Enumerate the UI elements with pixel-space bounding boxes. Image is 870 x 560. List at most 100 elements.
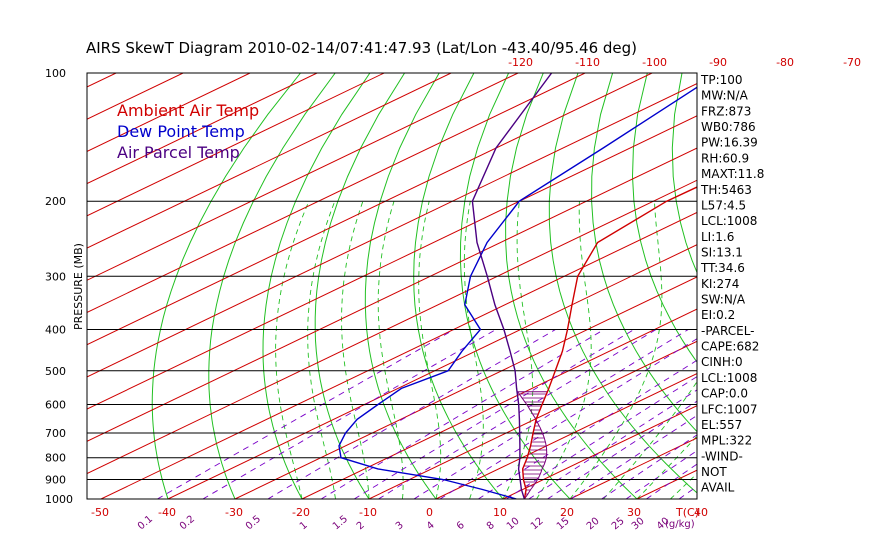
pressure-tick-label: 900 [45, 474, 66, 487]
sounding-index-item: TH:5463 [700, 183, 752, 197]
top-temp-tick-label: -120 [508, 56, 533, 69]
mixing-ratio-line [413, 329, 689, 499]
dry-adiabat [631, 73, 697, 363]
sounding-index-item: FRZ:873 [701, 104, 751, 118]
mixing-ratio-tick-label: 4 [425, 520, 437, 533]
mixing-ratio-tick-label: 0.2 [178, 514, 197, 533]
bottom-temp-tick-label: -40 [158, 506, 176, 519]
mixing-ratio-line [353, 329, 635, 499]
isotherm [435, 372, 697, 499]
dry-adiabat [548, 73, 697, 494]
mixing-ratio-tick-label: 3 [394, 520, 406, 533]
isotherm [368, 340, 697, 499]
pressure-tick-label: 1000 [45, 493, 73, 506]
sounding-index-item: EI:0.2 [701, 308, 735, 322]
sounding-index-item: EL:557 [701, 418, 742, 432]
isotherm [301, 308, 697, 499]
dry-adiabat [505, 73, 638, 499]
sounding-index-item: LCL:1008 [701, 371, 757, 385]
isotherm [838, 73, 870, 499]
dry-adiabat [786, 73, 870, 499]
isotherm [87, 73, 452, 249]
legend: Ambient Air Temp Dew Point Temp Air Parcel… [117, 101, 259, 162]
isotherm [0, 73, 49, 499]
sounding-index-item: -PARCEL- [701, 324, 755, 338]
bottom-temp-tick-label: -30 [225, 506, 243, 519]
sounding-index-item: L57:4.5 [701, 198, 746, 212]
cape-region [516, 391, 549, 499]
mixing-ratio-tick-label: 0.1 [136, 514, 155, 533]
mixing-ratio-line [547, 400, 697, 499]
sounding-index-item: CINH:0 [701, 355, 743, 369]
top-temp-tick-label: -80 [776, 56, 794, 69]
mixing-ratio-tick-label: 1 [298, 520, 310, 533]
sounding-index-item: PW:16.39 [701, 136, 758, 150]
bottom-temp-tick-label: 40 [694, 506, 708, 519]
isotherm [87, 179, 697, 475]
sounding-index-item: SI:13.1 [701, 245, 743, 259]
top-temp-tick-label: -70 [843, 56, 861, 69]
moist-adiabat [569, 201, 663, 499]
plot-frame [86, 72, 698, 500]
bottom-temp-tick-label: -50 [91, 506, 109, 519]
background-grid [0, 73, 870, 499]
dry-adiabat [671, 73, 697, 274]
mixing-ratio-line [202, 329, 497, 499]
sounding-index-item: NOT [701, 465, 727, 479]
temp-unit-label: T(C) [675, 506, 699, 519]
sounding-series [338, 73, 697, 499]
sounding-index-item: WB0:786 [701, 120, 756, 134]
moist-adiabat [341, 201, 370, 499]
mixing-ratio-tick-label: 12 [529, 516, 546, 533]
sounding-index-item: LCL:1008 [701, 214, 757, 228]
sounding-index-item: MPL:322 [701, 434, 752, 448]
dry-adiabat [413, 73, 504, 499]
mixing-ratio-tick-label: 8 [485, 520, 497, 533]
isotherm [502, 405, 697, 499]
mixing-ratio-tick-label: 6 [455, 520, 467, 533]
dry-adiabat [151, 73, 301, 499]
dry-adiabat [262, 73, 371, 499]
series-line [521, 186, 697, 499]
isotherm [87, 147, 697, 442]
mixing-ratio-tick-label: 0.5 [244, 514, 263, 533]
dry-adiabat [208, 73, 336, 499]
top-temp-tick-label: -100 [642, 56, 667, 69]
isotherm [87, 73, 318, 185]
mixing-ratio-tick-label: 2 [355, 520, 367, 533]
isotherm [87, 73, 251, 152]
isotherm [87, 73, 519, 281]
bottom-temp-tick-label: 0 [426, 506, 433, 519]
top-temp-tick-label: -90 [709, 56, 727, 69]
bottom-temp-tick-label: 30 [627, 506, 641, 519]
sounding-index-item: MW:N/A [701, 89, 749, 103]
isotherm [87, 73, 385, 217]
pressure-tick-label: 200 [45, 195, 66, 208]
mixing-ratio-tick-label: 1.5 [331, 514, 350, 533]
legend-entry: Air Parcel Temp [117, 143, 240, 162]
legend-entry: Ambient Air Temp [117, 101, 259, 120]
bottom-temp-tick-label: -20 [292, 506, 310, 519]
dry-adiabat [855, 73, 870, 499]
mixing-ratio-unit-label: (g/kg) [665, 519, 695, 530]
pressure-tick-label: 400 [45, 323, 66, 336]
pressure-tick-label: 100 [45, 67, 66, 80]
moist-adiabat [275, 201, 310, 499]
sounding-index-item: SW:N/A [701, 293, 746, 307]
mixing-ratio-line [439, 338, 697, 499]
isotherm [771, 73, 870, 499]
sounding-index-item: CAP:0.0 [701, 387, 748, 401]
isotherm [234, 276, 697, 499]
pressure-tick-label: 300 [45, 270, 66, 283]
pressure-tick-label: 500 [45, 365, 66, 378]
bottom-temp-tick-label: 10 [493, 506, 507, 519]
moist-adiabat [418, 201, 442, 499]
isotherm [167, 244, 697, 499]
series-line [471, 73, 553, 499]
mixing-ratio-tick-label: 20 [585, 516, 602, 533]
moist-adiabat [377, 201, 404, 499]
isotherm [87, 83, 697, 378]
sounding-index-item: TP:100 [700, 73, 743, 87]
